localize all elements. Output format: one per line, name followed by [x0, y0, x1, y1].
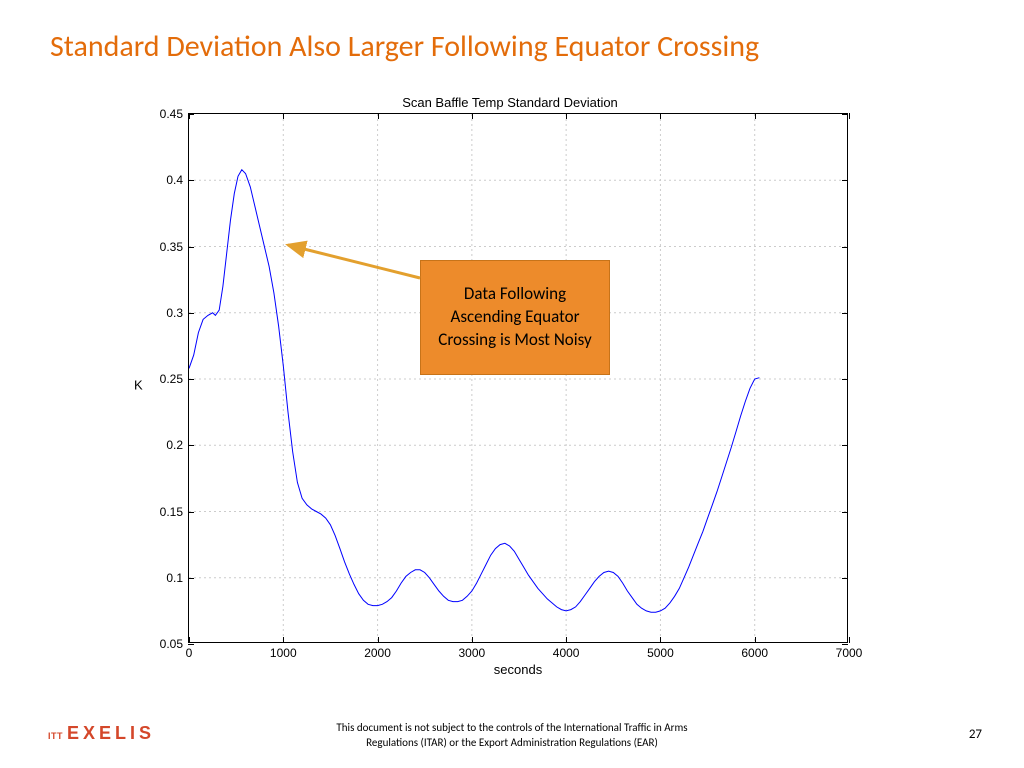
chart-plot-area: 0.050.10.150.20.250.30.350.40.4501000200…	[188, 113, 848, 643]
xtick-label: 4000	[553, 642, 580, 660]
ytick-label: 0.05	[160, 637, 189, 651]
chart-title: Scan Baffle Temp Standard Deviation	[140, 95, 880, 110]
ytick-label: 0.25	[160, 372, 189, 386]
xtick-label: 0	[186, 642, 193, 660]
chart-svg	[189, 114, 849, 644]
xtick-label: 1000	[270, 642, 297, 660]
page-number: 27	[969, 727, 982, 742]
chart-xlabel: seconds	[188, 662, 848, 677]
slide-title: Standard Deviation Also Larger Following…	[50, 28, 759, 65]
footer-line1: This document is not subject to the cont…	[336, 721, 687, 734]
ytick-label: 0.45	[160, 107, 189, 121]
xtick-label: 6000	[741, 642, 768, 660]
callout-box: Data Following Ascending Equator Crossin…	[420, 260, 610, 375]
footer-disclaimer: This document is not subject to the cont…	[0, 721, 1024, 750]
xtick-label: 3000	[458, 642, 485, 660]
ytick-label: 0.35	[160, 240, 189, 254]
xtick-label: 2000	[364, 642, 391, 660]
xtick-label: 7000	[836, 642, 863, 660]
chart-ylabel: K	[134, 378, 143, 393]
ytick-label: 0.2	[166, 438, 189, 452]
xtick-label: 5000	[647, 642, 674, 660]
footer-line2: Regulations (ITAR) or the Export Adminis…	[366, 736, 658, 749]
ytick-label: 0.15	[160, 505, 189, 519]
ytick-label: 0.3	[166, 306, 189, 320]
ytick-label: 0.1	[166, 571, 189, 585]
ytick-label: 0.4	[166, 173, 189, 187]
chart-container: Scan Baffle Temp Standard Deviation K 0.…	[140, 95, 880, 675]
